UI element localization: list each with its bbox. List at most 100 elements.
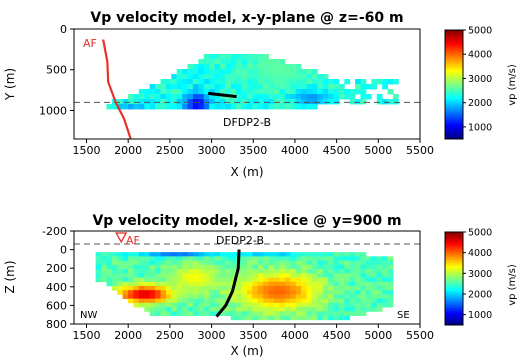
- velocity-cell: [160, 89, 167, 95]
- velocity-cell: [219, 294, 226, 300]
- velocity-cell: [165, 269, 172, 274]
- velocity-cell: [349, 281, 356, 287]
- velocity-cell: [301, 307, 307, 312]
- velocity-cell: [203, 281, 210, 287]
- velocity-cell: [268, 269, 275, 274]
- velocity-cell: [349, 298, 356, 304]
- velocity-cell: [198, 281, 205, 287]
- velocity-cell: [328, 273, 334, 278]
- colorbar-swatch: [445, 297, 463, 300]
- velocity-cell: [295, 79, 302, 85]
- y-tick-label: 0: [60, 23, 67, 36]
- velocity-cell: [284, 264, 291, 270]
- xy-y-ticks: 0 500 1000: [39, 23, 74, 117]
- velocity-cell: [279, 260, 286, 266]
- xz-corner-label-se: SE: [397, 310, 410, 321]
- x-tick-label: 2500: [156, 144, 184, 157]
- velocity-cell: [274, 307, 280, 312]
- velocity-cell: [376, 290, 383, 295]
- velocity-cell: [176, 84, 183, 90]
- velocity-cell: [322, 302, 329, 308]
- velocity-cell: [328, 252, 334, 257]
- velocity-cell: [230, 298, 237, 304]
- velocity-cell: [219, 252, 226, 257]
- velocity-cell: [117, 256, 124, 261]
- velocity-cell: [219, 281, 226, 287]
- velocity-cell: [236, 59, 242, 65]
- velocity-cell: [209, 59, 215, 65]
- velocity-cell: [290, 69, 297, 75]
- colorbar-swatch: [445, 239, 463, 242]
- well-trace: [215, 249, 241, 318]
- velocity-cell: [182, 311, 188, 316]
- velocity-cell: [128, 94, 134, 100]
- velocity-cell: [236, 277, 242, 283]
- velocity-cell: [382, 277, 388, 283]
- velocity-cell: [219, 54, 226, 60]
- velocity-cell: [360, 281, 367, 287]
- velocity-cell: [144, 281, 151, 287]
- velocity-cell: [268, 256, 275, 261]
- velocity-cell: [198, 74, 205, 80]
- velocity-cell: [236, 54, 242, 60]
- xz-colorbar-label: vp (m/s): [507, 264, 517, 306]
- velocity-cell: [219, 104, 226, 110]
- velocity-cell: [306, 298, 313, 304]
- velocity-cell: [349, 99, 356, 105]
- y-tick-label: 400: [46, 281, 67, 294]
- velocity-cell: [101, 264, 107, 270]
- velocity-cell: [360, 273, 367, 278]
- velocity-cell: [128, 281, 134, 287]
- velocity-cell: [274, 59, 280, 65]
- velocity-cell: [382, 281, 388, 287]
- velocity-cell: [274, 311, 280, 316]
- velocity-cell: [311, 256, 318, 261]
- colorbar-frame: [444, 231, 464, 326]
- velocity-cell: [106, 256, 113, 261]
- velocity-cell: [214, 104, 221, 110]
- velocity-cell: [344, 256, 351, 261]
- velocity-cell: [247, 302, 253, 308]
- velocity-cell: [284, 269, 291, 274]
- velocity-cell: [371, 298, 378, 304]
- velocity-cell: [338, 290, 345, 295]
- velocity-cell: [155, 94, 161, 100]
- velocity-cell: [263, 269, 270, 274]
- velocity-cell: [301, 256, 307, 261]
- velocity-cell: [290, 281, 297, 287]
- velocity-cell: [344, 94, 351, 100]
- velocity-cell: [187, 256, 194, 261]
- colorbar-swatch: [445, 51, 463, 55]
- velocity-cell: [106, 269, 113, 274]
- velocity-cell: [301, 79, 307, 85]
- velocity-cell: [236, 315, 242, 321]
- colorbar-tick-label: 2000: [468, 290, 492, 301]
- velocity-cell: [349, 256, 356, 261]
- velocity-cell: [333, 294, 340, 300]
- velocity-cell: [371, 307, 378, 312]
- velocity-cell: [322, 269, 329, 274]
- velocity-cell: [133, 99, 140, 105]
- velocity-cell: [328, 89, 334, 95]
- velocity-cell: [236, 79, 242, 85]
- velocity-cell: [133, 277, 140, 283]
- velocity-cell: [111, 256, 118, 261]
- colorbar-swatch: [445, 273, 463, 276]
- velocity-cell: [192, 89, 199, 95]
- colorbar-swatch: [445, 300, 463, 303]
- velocity-cell: [284, 277, 291, 283]
- velocity-cell: [328, 285, 334, 291]
- velocity-cell: [203, 294, 210, 300]
- colorbar-swatch: [445, 79, 463, 82]
- velocity-cell: [160, 277, 167, 283]
- x-tick-label: 5500: [406, 329, 434, 342]
- velocity-cell: [306, 281, 313, 287]
- velocity-cell: [247, 260, 253, 266]
- velocity-cell: [328, 79, 334, 85]
- velocity-cell: [284, 74, 291, 80]
- x-tick-label: 1500: [73, 144, 101, 157]
- colorbar-swatch: [445, 108, 463, 111]
- velocity-cell: [149, 290, 156, 295]
- velocity-cell: [295, 298, 302, 304]
- velocity-cell: [225, 84, 232, 90]
